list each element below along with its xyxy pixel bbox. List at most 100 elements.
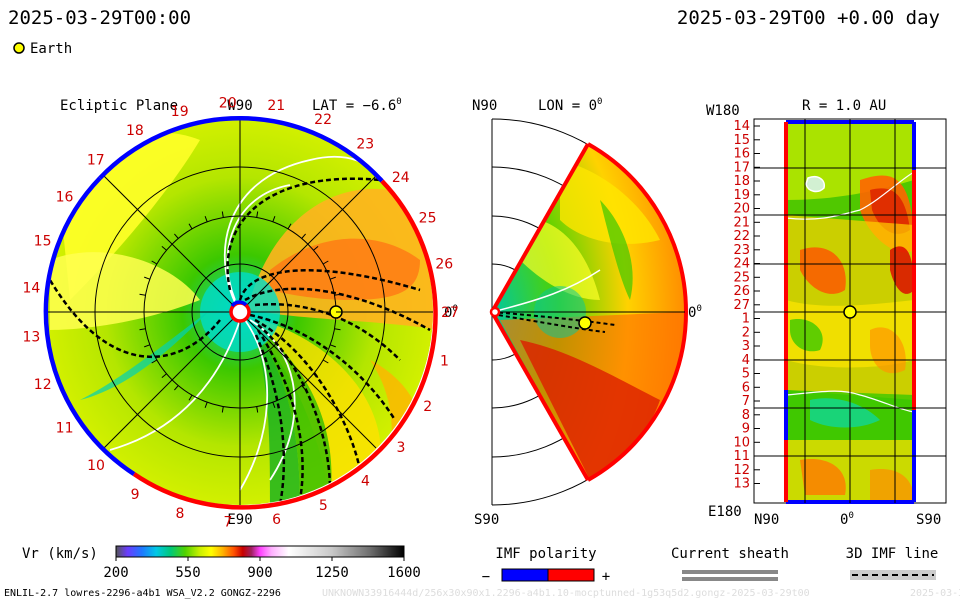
- rotation-number-17: 17: [87, 152, 105, 168]
- earth-legend-label: Earth: [30, 41, 72, 57]
- imf-plus-label: +: [602, 569, 610, 585]
- rotation-number-24: 24: [392, 170, 410, 186]
- rotation-number-20: 20: [219, 95, 237, 111]
- rotation-number-23: 23: [356, 137, 374, 153]
- ecliptic-tick: [330, 276, 336, 280]
- timestamp-right: 2025-03-29T00 +0.00 day: [677, 7, 940, 29]
- current-sheath-line-top: [682, 570, 778, 574]
- rotation-number-25: 25: [419, 211, 437, 227]
- map-zero-label: 00: [840, 511, 854, 528]
- colorbar: Vr (km/s) 200 550 900 1250 1600: [22, 545, 421, 581]
- map-number-16: 16: [733, 147, 750, 162]
- map-number-23: 23: [733, 243, 750, 258]
- imf-negative-swatch: [501, 568, 549, 582]
- ecliptic-tick: [313, 373, 319, 378]
- rotation-number-8: 8: [175, 506, 184, 522]
- ecliptic-tick: [139, 328, 146, 331]
- map-number-22: 22: [733, 229, 750, 244]
- ecliptic-zero-label: 00: [444, 304, 458, 321]
- map-number-12: 12: [733, 463, 750, 478]
- map-number-13: 13: [733, 477, 750, 492]
- w90-label: W90: [227, 98, 252, 114]
- map-number-11: 11: [733, 449, 750, 464]
- colorbar-label: Vr (km/s): [22, 546, 98, 562]
- colorbar-scale: [115, 545, 405, 558]
- ecliptic-tick: [161, 246, 167, 251]
- ecliptic-panel: Ecliptic Plane LAT = −6.60 W90 E90 00: [22, 95, 458, 530]
- colorbar-tick-label: 550: [175, 565, 200, 581]
- ecliptic-tick: [301, 385, 306, 391]
- map-s90-label: S90: [916, 512, 941, 528]
- map-number-1: 1: [742, 312, 750, 327]
- ecliptic-tick: [221, 211, 224, 218]
- e180-label: E180: [708, 504, 742, 520]
- w180-label: W180: [706, 103, 740, 119]
- ecliptic-tick: [287, 223, 292, 230]
- rotation-number-9: 9: [131, 487, 140, 503]
- rotation-number-19: 19: [171, 104, 189, 120]
- map-number-20: 20: [733, 202, 750, 217]
- imf-minus-label: −: [482, 569, 490, 585]
- current-sheath-line-bottom: [682, 577, 778, 581]
- map-number-25: 25: [733, 270, 750, 285]
- map-number-27: 27: [733, 298, 750, 313]
- map-number-17: 17: [733, 160, 750, 175]
- ecliptic-tick: [272, 402, 276, 408]
- colorbar-tick-label: 1250: [315, 565, 349, 581]
- e90-label: E90: [227, 512, 252, 528]
- imf-polarity-legend: IMF polarity − +: [482, 546, 610, 585]
- map-number-7: 7: [742, 394, 750, 409]
- model-info: ENLIL-2.7 lowres-2296-a4b1 WSA_V2.2 GONG…: [4, 588, 281, 599]
- lat-label: LAT = −6.60: [312, 97, 402, 114]
- rotation-number-5: 5: [319, 498, 328, 514]
- colorbar-tick-label: 200: [103, 565, 128, 581]
- ecliptic-tick: [313, 246, 319, 251]
- rotation-number-21: 21: [267, 98, 285, 114]
- current-sheath-title: Current sheath: [671, 546, 789, 562]
- ecliptic-tick: [144, 276, 150, 280]
- map-number-6: 6: [742, 380, 750, 395]
- sun-icon-meridional: [489, 306, 501, 318]
- imf-3d-line-legend: 3D IMF line: [846, 546, 938, 580]
- rotation-number-6: 6: [272, 512, 281, 528]
- ecliptic-tick: [204, 216, 208, 222]
- rotation-number-15: 15: [34, 233, 52, 249]
- map-number-5: 5: [742, 367, 750, 382]
- ecliptic-title: Ecliptic Plane: [60, 98, 178, 114]
- ecliptic-tick: [188, 394, 193, 401]
- rotation-number-26: 26: [435, 257, 453, 273]
- s90-label: S90: [474, 512, 499, 528]
- ecliptic-tick: [322, 260, 329, 265]
- rotation-number-13: 13: [22, 330, 40, 346]
- map-number-19: 19: [733, 188, 750, 203]
- earth-marker-map: [843, 305, 857, 319]
- timestamp-left: 2025-03-29T00:00: [8, 7, 191, 29]
- ecliptic-tick: [174, 385, 179, 391]
- colorbar-tick-label: 900: [247, 565, 272, 581]
- rotation-number-16: 16: [56, 190, 74, 206]
- n90-label: N90: [472, 98, 497, 114]
- imf-polarity-title: IMF polarity: [495, 546, 596, 562]
- map-number-2: 2: [742, 325, 750, 340]
- map-number-3: 3: [742, 339, 750, 354]
- map-n90-label: N90: [754, 512, 779, 528]
- ecliptic-tick: [322, 359, 329, 364]
- ecliptic-tick: [272, 216, 276, 222]
- ecliptic-tick: [221, 406, 224, 413]
- map-panel: W180 R = 1.0 AU E180 N90 00 S90: [706, 98, 947, 528]
- r-label: R = 1.0 AU: [802, 98, 886, 114]
- run-date: 2025-03-30: [910, 588, 960, 599]
- map-number-14: 14: [733, 119, 750, 134]
- lon-label: LON = 00: [538, 97, 602, 114]
- ecliptic-tick: [256, 211, 259, 218]
- ecliptic-tick: [204, 402, 208, 408]
- map-number-15: 15: [733, 133, 750, 148]
- ecliptic-tick: [151, 260, 158, 265]
- map-number-8: 8: [742, 408, 750, 423]
- meridional-polarity-rim: [490, 142, 688, 482]
- ecliptic-tick: [144, 344, 150, 348]
- ecliptic-tick: [256, 406, 259, 413]
- map-rotation-numbers: 1415161718192021222324252627123456789101…: [733, 119, 760, 492]
